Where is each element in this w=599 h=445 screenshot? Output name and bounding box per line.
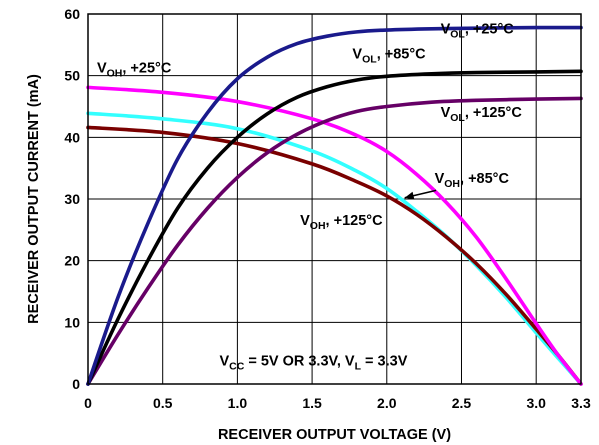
series-label-voh25: VOH, +25°C <box>97 61 172 80</box>
series-layer <box>86 25 583 386</box>
series-line-vol125 <box>86 96 583 386</box>
x-axis-title: RECEIVER OUTPUT VOLTAGE (V) <box>218 427 451 443</box>
series-label-vol25: VOL, +25°C <box>441 22 515 41</box>
series-label-vol85: VOL, +85°C <box>352 46 426 65</box>
series-label-voh85: VOH, +85°C <box>435 171 510 190</box>
annotation-arrowhead <box>404 191 415 200</box>
x-tick-label: 0 <box>84 395 92 411</box>
y-tick-label: 20 <box>64 253 80 269</box>
y-tick-label: 50 <box>64 68 80 84</box>
series-line-voh25 <box>86 85 583 386</box>
y-tick-label: 60 <box>64 6 80 22</box>
x-tick-label: 3.0 <box>526 395 546 411</box>
y-tick-label: 30 <box>64 191 80 207</box>
y-axis-title: RECEIVER OUTPUT CURRENT (mA) <box>26 74 42 324</box>
x-tick-label: 3.3 <box>571 395 591 411</box>
annotations: VOL, +25°C VOL, +85°C VOL, +125°C VOH, +25°… <box>97 22 522 373</box>
plot-frame <box>87 13 582 385</box>
y-tick-label: 10 <box>64 314 80 330</box>
x-tick-label: 2.5 <box>452 395 472 411</box>
grid <box>88 14 581 384</box>
series-label-voh125: VOH, +125°C <box>300 213 383 232</box>
tick-labels: 0 0.5 1.0 1.5 2.0 2.5 3.0 3.3 0 10 20 30 40 50 60 <box>64 6 591 411</box>
x-tick-label: 1.0 <box>228 395 248 411</box>
x-tick-label: 0.5 <box>153 395 173 411</box>
series-line-vol85 <box>86 69 583 386</box>
y-tick-label: 40 <box>64 129 80 145</box>
y-tick-label: 0 <box>72 376 80 392</box>
conditions-note: VCC = 5V OR 3.3V, VL = 3.3V <box>219 354 407 373</box>
series-label-vol125: VOL, +125°C <box>441 105 523 124</box>
series-line-voh125 <box>86 125 583 386</box>
x-tick-label: 2.0 <box>377 395 397 411</box>
series-line-vol25 <box>86 25 583 386</box>
x-tick-label: 1.5 <box>302 395 322 411</box>
series-line-voh85 <box>86 111 583 386</box>
